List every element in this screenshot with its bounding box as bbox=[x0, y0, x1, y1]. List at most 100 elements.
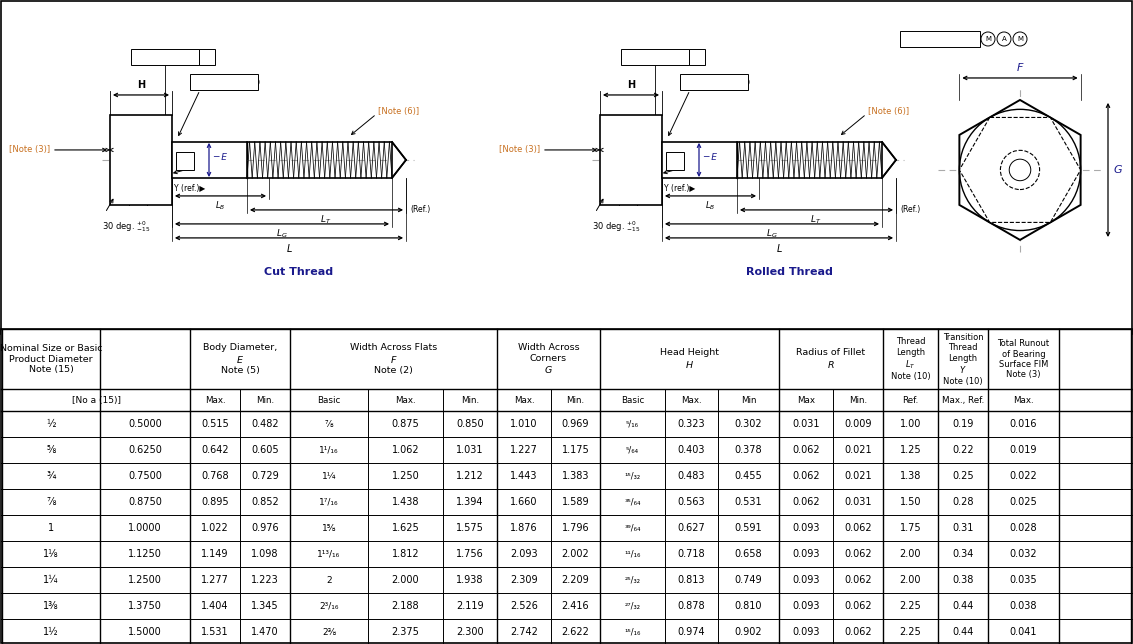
Text: 1.062: 1.062 bbox=[392, 445, 419, 455]
Text: $L_G$: $L_G$ bbox=[766, 228, 778, 240]
Text: 0.768: 0.768 bbox=[202, 471, 229, 481]
Text: $L_B$: $L_B$ bbox=[705, 200, 715, 213]
Text: 1⅜: 1⅜ bbox=[43, 601, 59, 611]
Text: 1.022: 1.022 bbox=[202, 523, 229, 533]
Text: 1.031: 1.031 bbox=[457, 445, 484, 455]
Text: Y (ref.)▶: Y (ref.)▶ bbox=[664, 184, 696, 193]
Text: 0.062: 0.062 bbox=[792, 497, 820, 507]
Text: [Note (3)]: [Note (3)] bbox=[499, 146, 540, 155]
Text: 0.813: 0.813 bbox=[678, 575, 705, 585]
Text: 0.021: 0.021 bbox=[844, 471, 871, 481]
Text: 1.00: 1.00 bbox=[900, 419, 921, 430]
Bar bbox=[680, 74, 748, 90]
Text: Min.: Min. bbox=[849, 396, 867, 405]
Text: ⁵/₁₆: ⁵/₁₆ bbox=[627, 420, 639, 429]
Text: ⅞: ⅞ bbox=[325, 420, 333, 429]
Text: 2⅜: 2⅜ bbox=[322, 627, 337, 636]
Text: 0.062: 0.062 bbox=[844, 549, 871, 559]
Text: (Ref.): (Ref.) bbox=[900, 205, 920, 214]
Text: 2.209: 2.209 bbox=[562, 575, 589, 585]
Text: 2.25: 2.25 bbox=[900, 627, 921, 637]
Text: 1.938: 1.938 bbox=[457, 575, 484, 585]
Text: 1.223: 1.223 bbox=[252, 575, 279, 585]
Text: 1.38: 1.38 bbox=[900, 471, 921, 481]
Text: 0.093: 0.093 bbox=[792, 523, 820, 533]
Text: 1.756: 1.756 bbox=[457, 549, 484, 559]
Text: Thread
Length
$L_T$
Note (10): Thread Length $L_T$ Note (10) bbox=[891, 337, 930, 381]
Text: 0.974: 0.974 bbox=[678, 627, 706, 637]
Text: 0.7500: 0.7500 bbox=[128, 471, 162, 481]
Circle shape bbox=[736, 76, 749, 88]
Text: 0.44: 0.44 bbox=[953, 601, 973, 611]
Text: Max.: Max. bbox=[395, 396, 416, 405]
Text: 0.093: 0.093 bbox=[792, 575, 820, 585]
Text: 0.969: 0.969 bbox=[562, 419, 589, 430]
Text: 0.605: 0.605 bbox=[252, 445, 279, 455]
Text: $L_T$: $L_T$ bbox=[321, 214, 332, 227]
Bar bbox=[190, 74, 258, 90]
Text: 1.438: 1.438 bbox=[392, 497, 419, 507]
Text: 0.658: 0.658 bbox=[734, 549, 763, 559]
Text: ⊕: ⊕ bbox=[903, 35, 911, 44]
Circle shape bbox=[247, 76, 259, 88]
Text: Nominal Size or Basic
Product Diameter
Note (15): Nominal Size or Basic Product Diameter N… bbox=[0, 345, 102, 374]
Text: Width Across
Corners
$G$: Width Across Corners $G$ bbox=[518, 343, 579, 375]
Text: Width Across Flats
$F$
Note (2): Width Across Flats $F$ Note (2) bbox=[350, 343, 437, 375]
Text: Cut Thread: Cut Thread bbox=[264, 267, 333, 277]
Text: 0.455: 0.455 bbox=[734, 471, 763, 481]
Text: 0.850: 0.850 bbox=[457, 419, 484, 430]
Text: 2: 2 bbox=[326, 576, 332, 585]
Text: 1.625: 1.625 bbox=[392, 523, 419, 533]
Polygon shape bbox=[960, 117, 1081, 222]
Text: 0.729: 0.729 bbox=[252, 471, 279, 481]
Text: 0.378: 0.378 bbox=[734, 445, 763, 455]
Text: 0.31: 0.31 bbox=[953, 523, 973, 533]
Text: 0.976: 0.976 bbox=[252, 523, 279, 533]
Text: 0.093: 0.093 bbox=[792, 549, 820, 559]
Text: 0.062: 0.062 bbox=[844, 575, 871, 585]
Text: 0.022: 0.022 bbox=[1010, 471, 1038, 481]
Text: 0.062: 0.062 bbox=[844, 627, 871, 637]
Text: 0.749: 0.749 bbox=[734, 575, 763, 585]
Text: 0.032: 0.032 bbox=[1010, 549, 1038, 559]
Text: 0.483: 0.483 bbox=[678, 471, 705, 481]
Text: 0.875: 0.875 bbox=[392, 419, 419, 430]
Text: F: F bbox=[1016, 63, 1023, 73]
Text: 0.031: 0.031 bbox=[792, 419, 820, 430]
Text: 0.323: 0.323 bbox=[678, 419, 706, 430]
Text: ⅞: ⅞ bbox=[46, 497, 56, 507]
Text: 0.718: 0.718 bbox=[678, 549, 706, 559]
Text: G: G bbox=[1113, 165, 1122, 175]
Text: Transition
Thread
Length
$Y$
Note (10): Transition Thread Length $Y$ Note (10) bbox=[943, 333, 983, 386]
Text: 2³/₁₆: 2³/₁₆ bbox=[320, 601, 339, 611]
Text: ¾: ¾ bbox=[46, 471, 56, 481]
Text: Head Height
$H$: Head Height $H$ bbox=[661, 348, 719, 370]
Text: 0.44: 0.44 bbox=[953, 627, 973, 637]
Text: 2.093: 2.093 bbox=[510, 549, 538, 559]
Text: 0.093: 0.093 bbox=[792, 627, 820, 637]
Text: 0.25: 0.25 bbox=[952, 471, 973, 481]
Circle shape bbox=[997, 32, 1011, 46]
Text: 0.591: 0.591 bbox=[734, 523, 763, 533]
Polygon shape bbox=[881, 142, 896, 178]
Text: 1⅝: 1⅝ bbox=[322, 524, 337, 533]
Text: Min.: Min. bbox=[461, 396, 479, 405]
Text: Ref.: Ref. bbox=[902, 396, 919, 405]
Text: 1.383: 1.383 bbox=[562, 471, 589, 481]
Text: 2.742: 2.742 bbox=[510, 627, 538, 637]
Text: Body Diameter,
$E$
Note (5): Body Diameter, $E$ Note (5) bbox=[203, 343, 278, 375]
Text: 0.062: 0.062 bbox=[844, 601, 871, 611]
Text: Max: Max bbox=[796, 396, 815, 405]
Text: Min.: Min. bbox=[256, 396, 274, 405]
Text: 1.50: 1.50 bbox=[900, 497, 921, 507]
Text: 1: 1 bbox=[48, 523, 54, 533]
Text: ³⁹/₆₄: ³⁹/₆₄ bbox=[624, 524, 641, 533]
Text: 0.025: 0.025 bbox=[1010, 497, 1038, 507]
Text: 0.38: 0.38 bbox=[953, 575, 973, 585]
Text: 0.009: 0.009 bbox=[844, 419, 871, 430]
Text: 1.345: 1.345 bbox=[252, 601, 279, 611]
Text: ¹⁵/₁₆: ¹⁵/₁₆ bbox=[624, 627, 640, 636]
Text: ─ E: ─ E bbox=[702, 153, 717, 162]
Polygon shape bbox=[960, 100, 1081, 240]
Text: 1.3750: 1.3750 bbox=[128, 601, 162, 611]
